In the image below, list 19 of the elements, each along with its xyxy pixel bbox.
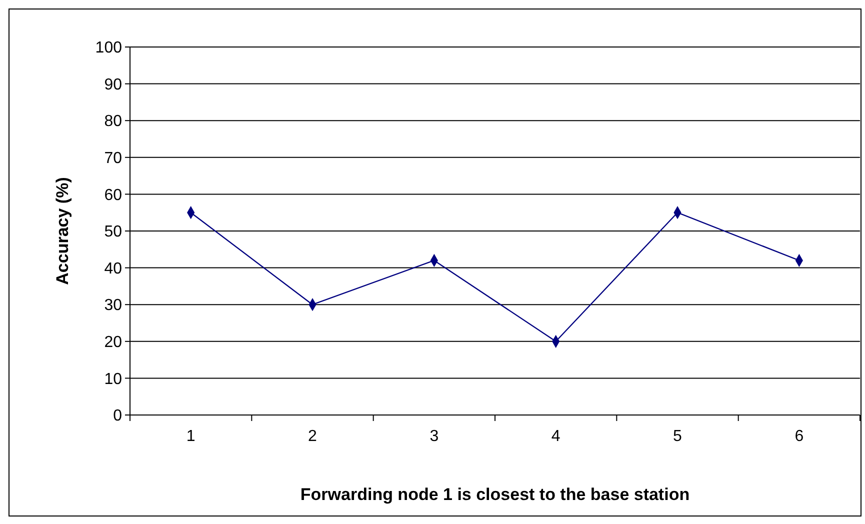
y-tick-label: 80 [104, 113, 122, 130]
y-tick-label: 10 [104, 370, 122, 388]
x-tick-label: 6 [794, 428, 804, 445]
x-axis-title: Forwarding node 1 is closest to the base station [300, 485, 690, 504]
y-tick-label: 60 [104, 186, 122, 204]
y-tick-label: 40 [104, 260, 122, 278]
x-tick-label: 3 [430, 428, 439, 445]
x-tick-label: 4 [551, 428, 560, 445]
y-tick-label: 20 [104, 334, 122, 351]
y-axis-title: Accuracy (%) [53, 177, 72, 285]
x-tick-label: 1 [186, 428, 196, 445]
y-tick-label: 70 [104, 150, 122, 167]
y-tick-label: 100 [95, 40, 122, 57]
y-tick-label: 50 [104, 224, 122, 241]
y-tick-label: 0 [113, 408, 122, 425]
x-tick-label: 5 [673, 428, 682, 445]
y-tick-label: 90 [104, 76, 122, 94]
x-tick-label: 2 [308, 428, 318, 445]
y-tick-label: 30 [104, 297, 122, 314]
